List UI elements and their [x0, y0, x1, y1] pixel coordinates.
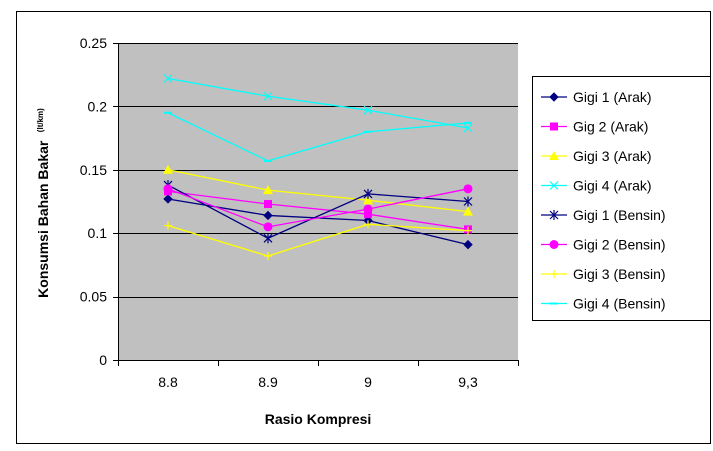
legend-item: Gigi 4 (Arak) — [541, 178, 652, 194]
series-line — [167, 190, 469, 231]
data-point — [163, 194, 173, 204]
legend-label: Gigi 4 (Bensin) — [573, 296, 666, 312]
data-point — [163, 164, 173, 174]
legend-label: Gigi 3 (Bensin) — [573, 266, 666, 282]
data-point — [263, 222, 273, 232]
data-point — [363, 188, 373, 199]
series-7 — [164, 220, 472, 261]
legend-label: Gigi 3 (Arak) — [573, 148, 652, 164]
data-point — [263, 185, 273, 195]
y-axis-title-unit: (lt/km) — [36, 108, 45, 132]
data-point — [263, 91, 273, 101]
data-point — [263, 210, 273, 221]
data-point — [463, 184, 473, 194]
series-line — [167, 184, 469, 239]
legend-item: Gigi 4 (Bensin) — [541, 296, 666, 312]
y-tick-label: 0.05 — [80, 289, 107, 305]
legend-item: Gigi 2 (Bensin) — [541, 237, 666, 253]
series-line — [167, 188, 469, 228]
legend-item: Gigi 1 (Bensin) — [541, 207, 666, 223]
legend: Gigi 1 (Arak) Gig 2 (Arak) Gigi 3 (Arak) Gi… — [532, 76, 711, 321]
y-axis-title: Konsumsi Bahan Bakar (lt/km) — [35, 108, 52, 298]
y-axis-title-text: Konsumsi Bahan Bakar — [35, 140, 51, 298]
data-point — [363, 195, 373, 205]
legend-label: Gigi 4 (Arak) — [573, 178, 652, 194]
series-line — [167, 223, 469, 257]
series-3 — [163, 164, 473, 216]
series-line — [167, 77, 469, 129]
legend-item: Gigi 3 (Arak) — [541, 148, 652, 164]
y-tick-label: 0 — [99, 352, 107, 368]
legend-marker — [550, 122, 558, 131]
data-point — [163, 184, 173, 194]
data-point — [463, 239, 473, 250]
x-tick-labels: 8.8 8.9 9 9,3 — [158, 374, 478, 390]
data-point — [463, 196, 473, 207]
series-group — [163, 74, 473, 261]
legend-label: Gigi 1 (Arak) — [573, 89, 652, 105]
data-point — [364, 210, 372, 219]
data-point — [464, 226, 472, 235]
y-tick-label: 0.25 — [80, 35, 107, 51]
legend-marker — [550, 270, 558, 278]
data-point — [163, 74, 173, 83]
series-4 — [163, 74, 473, 133]
legend-marker — [549, 210, 559, 220]
x-axis-title: Rasio Kompresi — [265, 411, 372, 427]
legend-item: Gig 2 (Arak) — [541, 119, 648, 135]
legend-item: Gigi 3 (Bensin) — [541, 266, 666, 282]
y-tick-label: 0.2 — [88, 98, 108, 114]
legend-label: Gigi 1 (Bensin) — [573, 207, 666, 223]
legend-label: Gig 2 (Arak) — [573, 119, 648, 135]
legend-item: Gigi 1 (Arak) — [541, 89, 652, 105]
legend-marker — [549, 240, 559, 249]
data-point — [463, 206, 473, 216]
gridlines — [118, 43, 518, 298]
data-point — [264, 252, 272, 261]
svg-text:Konsumsi Bahan Bakar (: Konsumsi Bahan Bakar (lt/km) — [35, 108, 52, 298]
legend-label: Gigi 2 (Bensin) — [573, 237, 666, 253]
series-line — [167, 112, 469, 162]
data-point — [363, 204, 373, 214]
plot-area — [118, 43, 518, 360]
data-point — [364, 220, 372, 229]
data-point — [264, 200, 272, 209]
data-point — [363, 105, 373, 115]
series-line — [167, 169, 469, 213]
legend-marker — [549, 181, 559, 190]
y-tick-label: 0.15 — [80, 162, 107, 178]
data-point — [463, 123, 473, 133]
legend-box — [532, 76, 711, 321]
x-tick-label: 8.9 — [258, 374, 278, 390]
series-6 — [163, 184, 473, 232]
data-point — [164, 221, 172, 230]
series-8 — [164, 111, 472, 162]
x-tick-label: 9,3 — [458, 374, 478, 390]
legend-marker — [549, 151, 559, 160]
x-tick-label: 9 — [364, 374, 372, 390]
data-point — [263, 233, 273, 244]
x-tick-label: 8.8 — [158, 374, 178, 390]
axes — [113, 43, 519, 366]
y-tick-labels: 0 0.05 0.1 0.15 0.2 0.25 — [80, 35, 107, 368]
y-tick-label: 0.1 — [88, 225, 108, 241]
legend-marker — [549, 92, 559, 102]
